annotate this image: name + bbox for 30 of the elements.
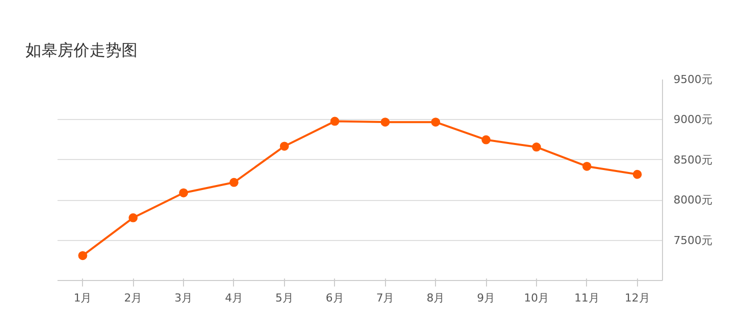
y-tick-label: 8500元 [674, 153, 712, 166]
point [582, 162, 592, 171]
x-tick-label: 4月 [224, 292, 243, 304]
x-tick-label: 2月 [124, 292, 142, 304]
point [330, 116, 340, 126]
y-tick-label: 9000元 [674, 113, 712, 126]
x-tick-label: 6月 [326, 292, 344, 304]
point [532, 142, 541, 152]
x-tick-label: 8月 [426, 292, 445, 304]
point [431, 118, 440, 127]
point [229, 178, 238, 187]
x-tick-label: 12月 [624, 292, 650, 304]
x-tick-label: 7月 [376, 292, 394, 304]
x-tick-label: 10月 [524, 292, 549, 304]
point [632, 170, 642, 179]
x-tick-label: 11月 [574, 292, 600, 304]
point [380, 118, 390, 127]
chart-title: 如皋房价走势图 [26, 40, 138, 60]
x-tick-label: 1月 [74, 292, 92, 304]
x-tick-label: 3月 [174, 292, 193, 304]
y-tick-label: 8000元 [674, 194, 712, 207]
x-tick-label: 9月 [477, 292, 496, 304]
y-tick-label: 7500元 [674, 234, 712, 247]
y-tick-label: 9500元 [674, 73, 712, 86]
x-tick-label: 5月 [275, 292, 294, 304]
point [78, 251, 88, 260]
point [482, 135, 491, 144]
point [179, 188, 188, 198]
point [280, 142, 289, 151]
point [128, 213, 138, 222]
